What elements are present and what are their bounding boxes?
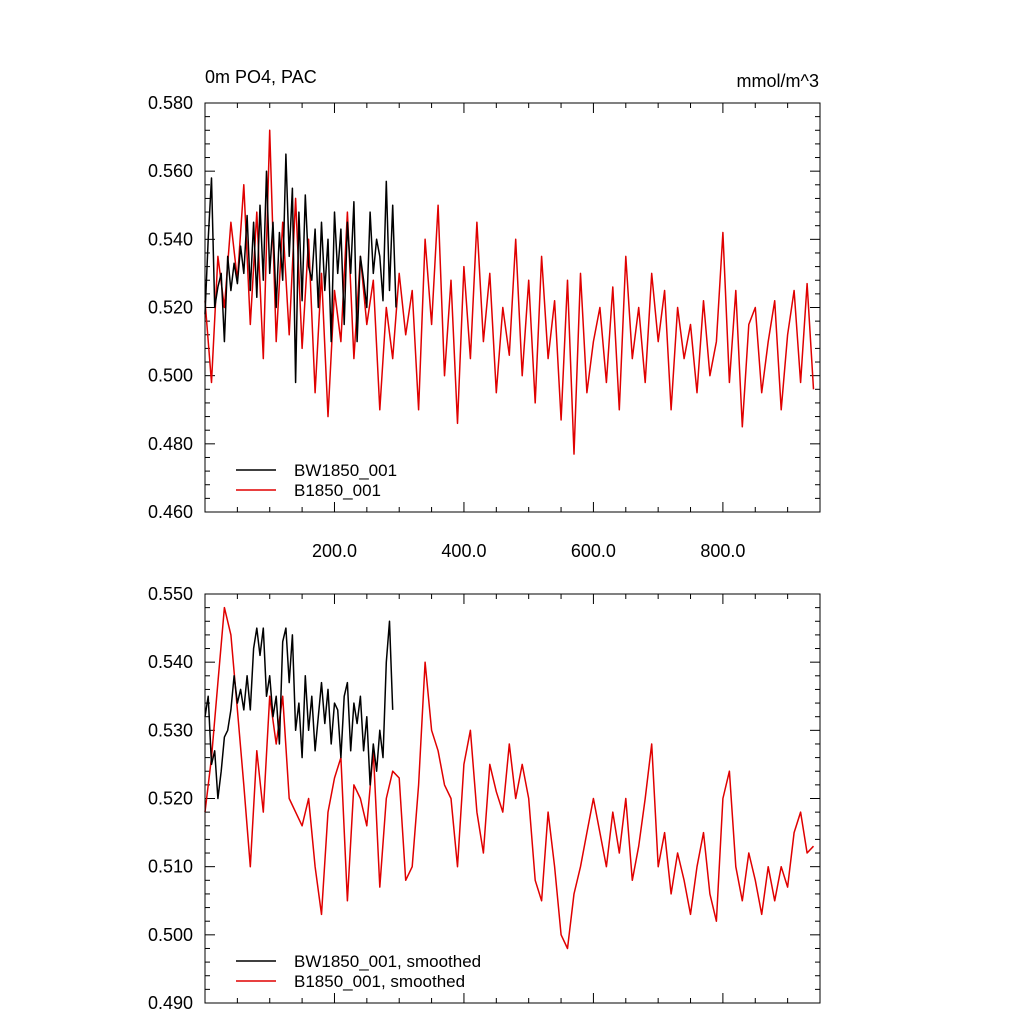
y-tick-label: 0.500 bbox=[148, 925, 193, 945]
y-tick-label: 0.540 bbox=[148, 229, 193, 249]
y-tick-label: 0.560 bbox=[148, 161, 193, 181]
y-tick-label: 0.520 bbox=[148, 298, 193, 318]
bottom-axis-ticks bbox=[205, 593, 820, 1004]
x-tick-label: 600.0 bbox=[571, 541, 616, 561]
bottom-panel: 0.490 0.500 0.510 0.520 0.530 0.540 0.550 BW18… bbox=[148, 584, 821, 1013]
legend-label-1: B1850_001, smoothed bbox=[294, 972, 465, 991]
y-tick-label: 0.540 bbox=[148, 652, 193, 672]
bottom-axis-labels: 0.490 0.500 0.510 0.520 0.530 0.540 0.550 bbox=[148, 584, 193, 1013]
y-tick-label: 0.580 bbox=[148, 93, 193, 113]
series-line-1 bbox=[204, 129, 815, 455]
top-plot-frame bbox=[204, 102, 821, 513]
x-tick-label: 400.0 bbox=[441, 541, 486, 561]
y-tick-label: 0.510 bbox=[148, 857, 193, 877]
y-tick-label: 0.480 bbox=[148, 434, 193, 454]
top-axis-labels: 0.460 0.480 0.500 0.520 0.540 0.560 0.580 200.0… bbox=[148, 93, 745, 561]
series-line-1 bbox=[204, 606, 815, 950]
y-tick-label: 0.520 bbox=[148, 789, 193, 809]
y-tick-label: 0.530 bbox=[148, 720, 193, 740]
y-tick-label: 0.490 bbox=[148, 993, 193, 1013]
top-series-group bbox=[204, 129, 815, 455]
series-line-0 bbox=[204, 153, 397, 384]
y-tick-label: 0.500 bbox=[148, 366, 193, 386]
legend-label-1: B1850_001 bbox=[294, 481, 381, 500]
x-tick-label: 800.0 bbox=[700, 541, 745, 561]
legend-label-0: BW1850_001 bbox=[294, 461, 397, 480]
top-panel: 0m PO4, PAC mmol/m^3 0.460 0.480 0.500 0.52… bbox=[148, 67, 821, 561]
chart-title: 0m PO4, PAC bbox=[205, 67, 317, 87]
bottom-plot-frame bbox=[204, 593, 821, 1004]
y-tick-label: 0.550 bbox=[148, 584, 193, 604]
units-label: mmol/m^3 bbox=[737, 71, 819, 91]
x-tick-label: 200.0 bbox=[312, 541, 357, 561]
bottom-series-group bbox=[204, 606, 815, 950]
y-tick-label: 0.460 bbox=[148, 502, 193, 522]
series-line-0 bbox=[204, 620, 394, 800]
legend-label-0: BW1850_001, smoothed bbox=[294, 952, 481, 971]
